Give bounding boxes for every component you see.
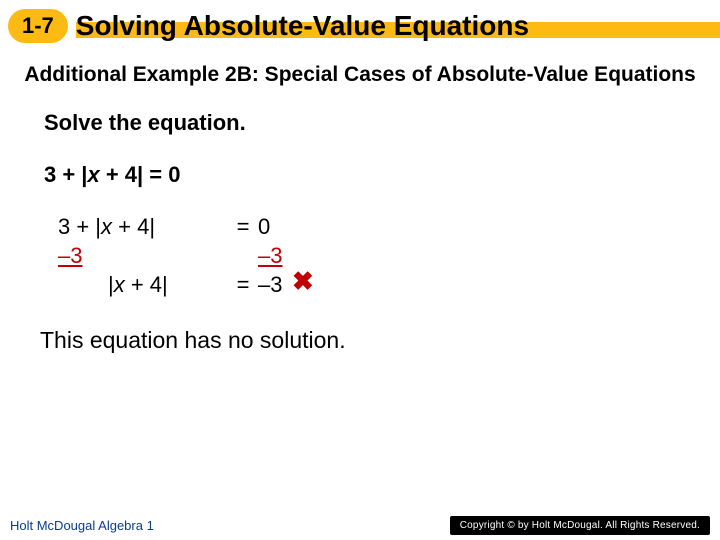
work-area: 3 + |x + 4| = 0 –3 –3 |x + 4| = –3✖ bbox=[58, 212, 720, 299]
title-wrap: Solving Absolute-Value Equations bbox=[76, 10, 720, 42]
instruction-text: Solve the equation. bbox=[44, 110, 720, 136]
lesson-header: 1-7 Solving Absolute-Value Equations bbox=[0, 0, 720, 52]
lesson-badge: 1-7 bbox=[8, 9, 68, 43]
conclusion-text: This equation has no solution. bbox=[40, 327, 720, 354]
work-rhs: –3✖ bbox=[258, 270, 338, 299]
result-value: –3 bbox=[258, 272, 282, 297]
work-eq: = bbox=[228, 212, 258, 241]
work-line-1: 3 + |x + 4| = 0 bbox=[58, 212, 720, 241]
example-subtitle: Additional Example 2B: Special Cases of … bbox=[20, 62, 700, 88]
work-lhs: |x + 4| bbox=[58, 270, 228, 299]
footer-copyright: Copyright © by Holt McDougal. All Rights… bbox=[450, 516, 710, 535]
page-title: Solving Absolute-Value Equations bbox=[76, 10, 720, 42]
work-rhs: 0 bbox=[258, 212, 338, 241]
work-line-2: –3 –3 bbox=[58, 241, 720, 270]
work-lhs: –3 bbox=[58, 241, 228, 270]
page-footer: Holt McDougal Algebra 1 Copyright © by H… bbox=[0, 510, 720, 540]
work-line-3: |x + 4| = –3✖ bbox=[58, 270, 720, 299]
lesson-number: 1-7 bbox=[22, 13, 54, 38]
invalid-mark-icon: ✖ bbox=[292, 264, 314, 298]
work-lhs: 3 + |x + 4| bbox=[58, 212, 228, 241]
footer-publisher: Holt McDougal Algebra 1 bbox=[10, 518, 154, 533]
given-equation: 3 + |x + 4| = 0 bbox=[44, 162, 720, 188]
work-eq: = bbox=[228, 270, 258, 299]
